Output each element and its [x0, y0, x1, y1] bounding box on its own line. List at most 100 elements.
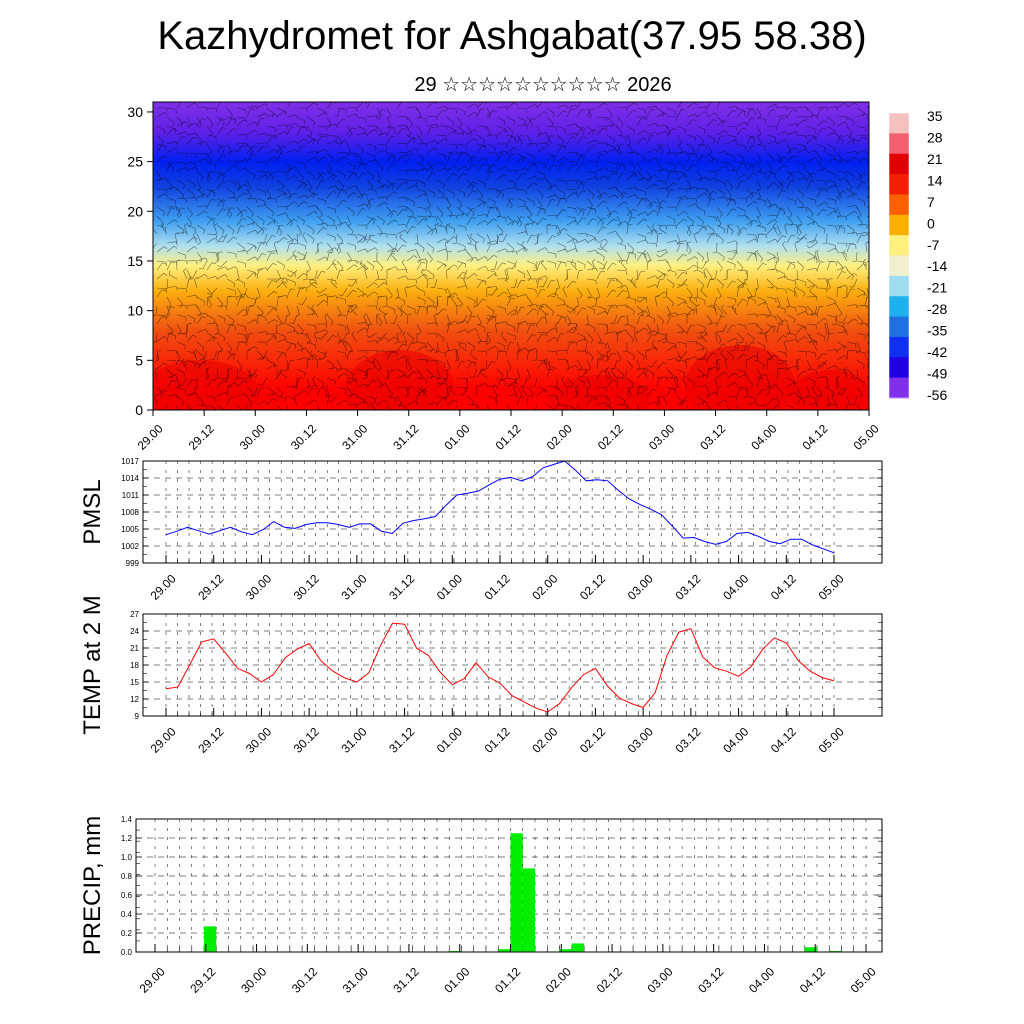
colorbar-label: 7: [927, 194, 935, 210]
wind-barb-tick: [617, 151, 622, 155]
wind-barb-tick: [383, 220, 385, 225]
wind-barb-tick: [341, 185, 345, 190]
wind-barb: [548, 364, 558, 370]
wind-barb: [616, 201, 625, 208]
wind-barb: [196, 118, 203, 127]
wind-barb-tick: [858, 214, 862, 218]
wind-barb: [226, 224, 235, 231]
wind-barb-tick: [178, 214, 182, 218]
wind-barb-tick: [364, 327, 368, 331]
wind-barb-tick: [251, 154, 256, 157]
wind-barb: [536, 218, 544, 226]
wind-barb: [186, 379, 193, 388]
wind-barb: [779, 359, 788, 366]
wind-barb-tick: [871, 358, 873, 361]
wind-barb-tick: [643, 157, 646, 162]
wind-barb: [306, 332, 311, 342]
wind-barb-tick: [850, 288, 855, 290]
wind-barb: [816, 120, 825, 127]
wind-barb: [266, 136, 273, 145]
wind-barb: [326, 367, 336, 370]
wind-barb-tick: [211, 198, 216, 201]
wind-barb: [306, 305, 315, 312]
wind-barb: [434, 278, 438, 288]
wind-barb: [396, 368, 405, 374]
wind-barb: [326, 140, 336, 145]
wind-barb: [546, 116, 554, 124]
wind-barb-tick: [855, 232, 858, 236]
wind-barb: [426, 161, 433, 170]
wind-barb: [636, 188, 646, 192]
wind-barb: [236, 260, 246, 264]
wind-barb: [206, 404, 216, 409]
wind-barb: [806, 395, 816, 399]
wind-barb: [246, 121, 256, 127]
wind-barb: [351, 278, 358, 287]
wind-barb-tick: [229, 114, 233, 119]
wind-barb-tick: [783, 211, 786, 216]
wind-barb-tick: [673, 375, 678, 379]
wind-barb: [676, 341, 686, 344]
wind-barb-tick: [222, 380, 227, 383]
wind-barb-tick: [193, 246, 198, 250]
wind-barb: [296, 377, 298, 388]
wind-barb: [456, 153, 461, 163]
wind-barb-tick: [695, 154, 697, 159]
wind-barb: [456, 249, 466, 253]
wind-barb-tick: [376, 313, 381, 316]
wind-barb: [436, 109, 443, 118]
wind-barb: [256, 305, 264, 313]
wind-barb: [476, 157, 486, 163]
wind-barb: [726, 249, 736, 253]
wind-barb: [196, 205, 206, 208]
wind-barb-tick: [549, 187, 553, 191]
wind-barb: [696, 226, 704, 235]
wind-barb: [806, 312, 816, 316]
wind-barb: [426, 402, 436, 406]
wind-barb-tick: [734, 139, 738, 144]
wind-barb: [286, 149, 296, 154]
wind-barb-tick: [185, 288, 188, 293]
wind-barb: [596, 270, 602, 280]
wind-barb-tick: [221, 172, 226, 175]
wind-barb-tick: [332, 334, 337, 338]
wind-barb: [246, 215, 255, 222]
wind-barb-tick: [710, 198, 715, 200]
x-tick-label: 04.00: [748, 421, 779, 452]
wind-barb-tick: [496, 394, 501, 397]
wind-barb: [576, 377, 585, 383]
wind-barb: [793, 288, 798, 298]
wind-barb-tick: [537, 133, 541, 137]
wind-barb-tick: [567, 310, 571, 313]
wind-barb-tick: [533, 202, 536, 207]
wind-barb-tick: [665, 225, 668, 230]
wind-barb: [826, 365, 836, 370]
wind-barb: [286, 192, 295, 199]
wind-barb: [516, 279, 522, 289]
wind-barb: [346, 242, 356, 247]
wind-barb-tick: [295, 114, 298, 119]
wind-barb-tick: [573, 327, 578, 330]
wind-barb: [586, 125, 595, 132]
wind-barb-tick: [694, 256, 698, 260]
wind-barb: [526, 116, 533, 125]
wind-barb-tick: [314, 210, 318, 214]
wind-barb: [416, 193, 425, 199]
wind-barb: [766, 314, 776, 318]
wind-barb: [296, 182, 304, 190]
wind-barb: [695, 306, 698, 316]
wind-barb: [256, 146, 264, 154]
wind-barb: [256, 350, 264, 358]
wind-barb: [796, 359, 800, 369]
wind-barb-tick: [503, 121, 506, 126]
wind-barb-tick: [555, 194, 559, 199]
wind-barb-tick: [631, 338, 634, 343]
wind-barb: [816, 251, 820, 261]
wind-barb-tick: [794, 381, 798, 385]
wind-barb-tick: [265, 162, 268, 167]
wind-barb-tick: [675, 170, 678, 175]
wind-barb: [853, 278, 858, 288]
wind-barb-tick: [431, 172, 436, 175]
wind-barb: [266, 359, 276, 365]
wind-barb: [446, 173, 454, 181]
